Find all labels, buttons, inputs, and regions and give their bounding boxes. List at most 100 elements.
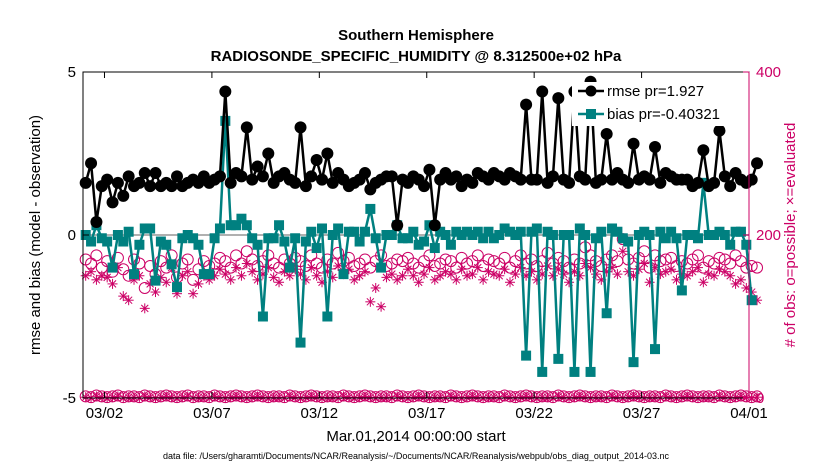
bias-point — [510, 230, 521, 240]
obs-evaluated-point — [236, 270, 247, 281]
bias-point — [257, 311, 268, 322]
obs-evaluated-point — [80, 270, 91, 281]
rmse-point — [165, 180, 178, 193]
bias-point — [225, 220, 236, 231]
obs-evaluated-stroke — [232, 263, 240, 272]
obs-evaluated-point — [676, 392, 687, 403]
obs-possible-point — [482, 253, 495, 266]
bias-point — [290, 233, 301, 244]
bias-point — [295, 337, 306, 348]
obs-evaluated-point — [580, 392, 591, 403]
obs-evaluated-stroke — [710, 271, 718, 280]
obs-evaluated-point — [381, 272, 392, 283]
obs-evaluated-point — [741, 392, 752, 403]
obs-evaluated-stroke — [613, 270, 622, 278]
obs-evaluated-stroke — [425, 263, 434, 272]
bias-point — [499, 223, 510, 234]
obs-evaluated-point — [338, 391, 349, 402]
rmse-point — [579, 173, 592, 186]
obs-evaluated-point — [515, 392, 526, 403]
rmse-point — [111, 176, 124, 189]
obs-evaluated-point — [354, 270, 365, 281]
bias-point — [601, 308, 612, 319]
rmse-point — [697, 144, 710, 157]
obs-evaluated-point — [102, 272, 113, 283]
bias-point — [639, 226, 650, 237]
obs-evaluated-stroke — [162, 278, 171, 287]
obs-evaluated-point — [730, 278, 741, 289]
obs-evaluated-stroke — [355, 393, 364, 402]
obs-evaluated-point — [220, 269, 231, 280]
bias-point — [709, 230, 720, 240]
obs-evaluated-point — [521, 391, 532, 402]
rmse-point — [643, 173, 656, 186]
obs-evaluated-point — [214, 264, 225, 275]
x-axis: 03/02 03/07 03/12 03/17 03/22 03/27 04/01 — [86, 72, 768, 422]
obs-evaluated-point — [612, 269, 623, 280]
obs-evaluated-point — [547, 270, 558, 281]
obs-evaluated-point — [365, 296, 376, 307]
bias-point — [220, 115, 231, 126]
rmse-point — [294, 121, 307, 134]
obs-evaluated-point — [107, 278, 118, 289]
bias-point — [370, 233, 381, 244]
obs-possible-point — [745, 259, 758, 272]
obs-evaluated-point — [123, 295, 134, 306]
obs-evaluated-stroke — [237, 271, 246, 280]
rmse-point — [718, 170, 731, 183]
obs-evaluated-point — [488, 392, 499, 403]
obs-evaluated-point — [274, 277, 285, 288]
y-right-tick-label: 400 — [756, 64, 781, 81]
obs-evaluated-point — [504, 392, 515, 403]
obs-evaluated-point — [692, 262, 703, 273]
bias-point — [338, 269, 349, 280]
obs-evaluated-point — [408, 270, 419, 281]
x-tick-label: 03/17 — [408, 405, 446, 422]
rmse-point — [520, 98, 533, 111]
obs-evaluated-stroke — [226, 393, 235, 402]
obs-evaluated-point — [725, 270, 736, 281]
obs-evaluated-point — [209, 391, 220, 402]
bias-point — [703, 230, 714, 240]
obs-evaluated-stroke — [420, 270, 428, 278]
obs-evaluated-stroke — [108, 280, 117, 288]
obs-evaluated-point — [214, 392, 225, 403]
obs-evaluated-stroke — [441, 267, 450, 276]
obs-evaluated-point — [182, 266, 193, 277]
obs-evaluated-point — [735, 274, 746, 285]
obs-evaluated-stroke — [350, 275, 359, 284]
obs-evaluated-point — [397, 270, 408, 281]
bias-point — [333, 223, 344, 234]
rmse-point — [391, 219, 404, 232]
bias-point — [735, 226, 746, 237]
rmse-point — [289, 176, 302, 189]
rmse-point — [262, 147, 275, 160]
obs-evaluated-point — [290, 392, 301, 403]
bias-point — [86, 236, 97, 247]
bias-point — [112, 230, 123, 240]
obs-evaluated-point — [542, 392, 553, 403]
obs-possible-point — [439, 253, 452, 266]
obs-evaluated-point — [472, 392, 483, 403]
bias-point — [623, 236, 634, 247]
rmse-point — [536, 85, 549, 98]
bias-point — [617, 233, 628, 244]
obs-evaluated-point — [145, 392, 156, 403]
bias-point — [435, 226, 446, 237]
bias-point — [381, 230, 392, 240]
legend-bias-label: bias pr=-0.40321 — [607, 106, 720, 123]
obs-evaluated-point — [451, 392, 462, 403]
rmse-point — [654, 176, 667, 189]
obs-evaluated-point — [86, 266, 97, 277]
bias-point — [274, 220, 285, 231]
chart-subtitle: RADIOSONDE_SPECIFIC_HUMIDITY @ 8.312500e… — [211, 48, 622, 65]
bias-point — [155, 236, 166, 247]
bias-point — [145, 223, 156, 234]
obs-evaluated-point — [424, 262, 435, 273]
chart-title: Southern Hemisphere — [338, 27, 494, 44]
bias-point — [236, 213, 247, 224]
obs-evaluated-point — [666, 264, 677, 275]
bias-point — [198, 269, 209, 280]
obs-evaluated-point — [526, 392, 537, 403]
